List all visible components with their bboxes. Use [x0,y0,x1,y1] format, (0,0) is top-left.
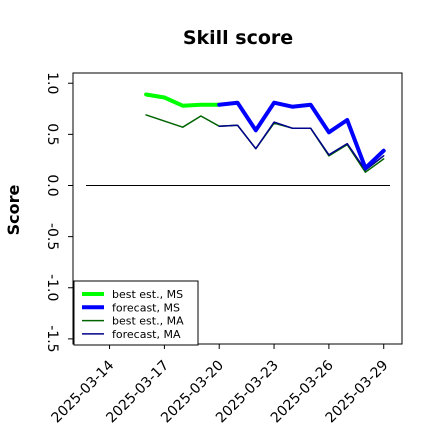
y-tick-label: 1.0 [44,72,60,94]
legend-box [73,280,199,346]
legend-label: best est., MA [112,315,184,328]
legend-label: forecast, MA [112,328,181,341]
chart-title: Skill score [183,27,293,49]
plot-area: 1.00.50.0-0.5-1.0-1.52025-03-142025-03-1… [44,72,403,426]
legend-label: forecast, MS [112,301,180,314]
y-tick-label: -1.0 [44,274,60,301]
plot-frame [72,72,403,345]
series-line [217,100,386,171]
series-line [144,92,222,108]
legend-label: best est., MS [112,288,183,301]
y-tick-label: -0.5 [44,223,60,250]
y-tick-label: 0.0 [44,174,60,196]
y-tick-label: 0.5 [44,123,60,145]
y-tick-label: -1.5 [44,325,60,352]
y-axis-label: Score [4,184,23,235]
series-line [218,121,385,171]
